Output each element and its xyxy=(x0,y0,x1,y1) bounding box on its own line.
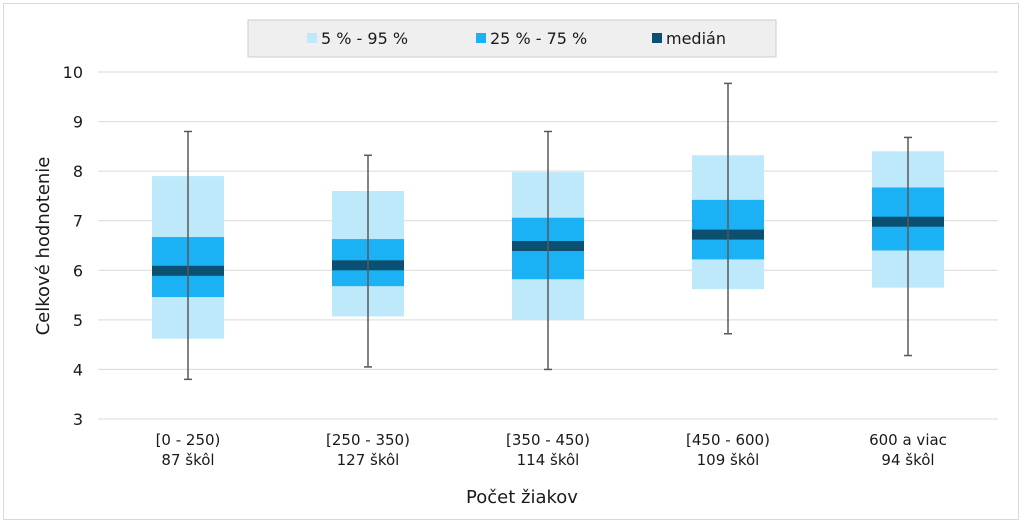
box-group xyxy=(152,130,224,381)
legend-label-q1-q3: 25 % - 75 % xyxy=(490,29,587,48)
box-group xyxy=(512,130,584,371)
x-category-count: 94 škôl xyxy=(881,451,934,469)
legend-box xyxy=(247,19,777,58)
x-category-count: 109 škôl xyxy=(697,451,760,469)
x-category-range: [450 - 600) xyxy=(686,431,770,449)
legend-swatch-q1-q3 xyxy=(476,33,486,43)
x-axis-categories: [0 - 250) 87 škôl [250 - 350) 127 škôl [350 … xyxy=(156,431,947,469)
y-axis-title: Celkové hodnotenie xyxy=(33,157,54,336)
y-tick-label: 10 xyxy=(63,63,83,82)
legend-label-p5-p95: 5 % - 95 % xyxy=(321,29,408,48)
y-tick-label: 5 xyxy=(73,311,83,330)
y-tick-label: 8 xyxy=(73,162,83,181)
y-tick-label: 4 xyxy=(73,360,83,379)
legend-label-median: medián xyxy=(666,29,726,48)
box-group xyxy=(692,82,764,335)
y-tick-label: 3 xyxy=(73,410,83,429)
box-group xyxy=(332,154,404,368)
box-group xyxy=(872,136,944,357)
y-tick-label: 9 xyxy=(73,113,83,132)
x-category-range: 600 a viac xyxy=(869,431,947,449)
legend-swatch-median xyxy=(652,33,662,43)
legend: 5 % - 95 % 25 % - 75 % medián xyxy=(247,19,777,58)
x-category-count: 87 škôl xyxy=(161,451,214,469)
legend-swatch-p5-p95 xyxy=(307,33,317,43)
x-category-count: 114 škôl xyxy=(517,451,580,469)
x-category-range: [250 - 350) xyxy=(326,431,410,449)
x-axis-title: Počet žiakov xyxy=(466,487,578,508)
box-series xyxy=(152,82,944,381)
x-category-count: 127 škôl xyxy=(337,451,400,469)
x-category-range: [350 - 450) xyxy=(506,431,590,449)
y-axis-ticks: 3 4 5 6 7 8 9 10 xyxy=(63,63,83,429)
x-category-range: [0 - 250) xyxy=(156,431,221,449)
y-tick-label: 7 xyxy=(73,212,83,231)
y-tick-label: 6 xyxy=(73,261,83,280)
